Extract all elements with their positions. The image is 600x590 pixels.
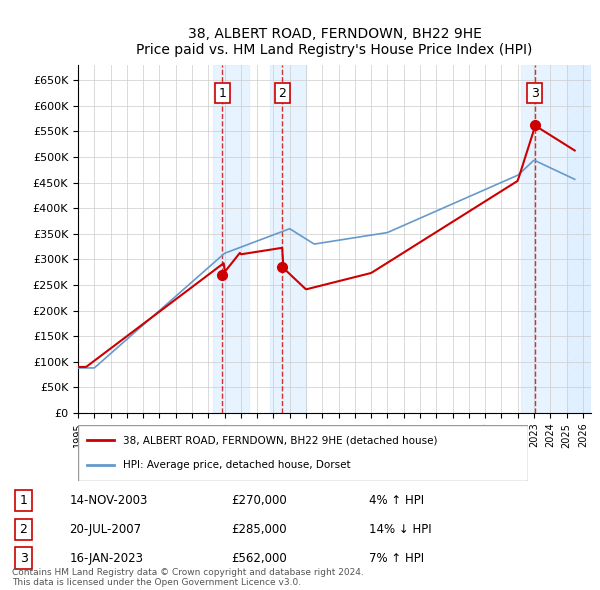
- Text: 3: 3: [20, 552, 28, 565]
- Text: 1: 1: [218, 87, 226, 100]
- Text: 20-JUL-2007: 20-JUL-2007: [70, 523, 142, 536]
- Bar: [213, 65, 249, 413]
- Text: 14% ↓ HPI: 14% ↓ HPI: [369, 523, 432, 536]
- Text: 2: 2: [278, 87, 286, 100]
- Text: 14-NOV-2003: 14-NOV-2003: [70, 494, 148, 507]
- Text: HPI: Average price, detached house, Dorset: HPI: Average price, detached house, Dors…: [123, 460, 350, 470]
- Text: 2: 2: [20, 523, 28, 536]
- Title: 38, ALBERT ROAD, FERNDOWN, BH22 9HE
Price paid vs. HM Land Registry's House Pric: 38, ALBERT ROAD, FERNDOWN, BH22 9HE Pric…: [136, 27, 533, 57]
- Text: Contains HM Land Registry data © Crown copyright and database right 2024.
This d: Contains HM Land Registry data © Crown c…: [12, 568, 364, 587]
- Bar: [566, 65, 591, 413]
- Text: 4% ↑ HPI: 4% ↑ HPI: [369, 494, 424, 507]
- Text: 1: 1: [20, 494, 28, 507]
- Bar: [270, 65, 306, 413]
- Text: £562,000: £562,000: [231, 552, 287, 565]
- Text: 16-JAN-2023: 16-JAN-2023: [70, 552, 143, 565]
- FancyBboxPatch shape: [78, 425, 528, 481]
- Text: £270,000: £270,000: [231, 494, 287, 507]
- Text: 3: 3: [531, 87, 539, 100]
- Text: 7% ↑ HPI: 7% ↑ HPI: [369, 552, 424, 565]
- Bar: [521, 65, 591, 413]
- Text: £285,000: £285,000: [231, 523, 287, 536]
- Text: 38, ALBERT ROAD, FERNDOWN, BH22 9HE (detached house): 38, ALBERT ROAD, FERNDOWN, BH22 9HE (det…: [123, 435, 437, 445]
